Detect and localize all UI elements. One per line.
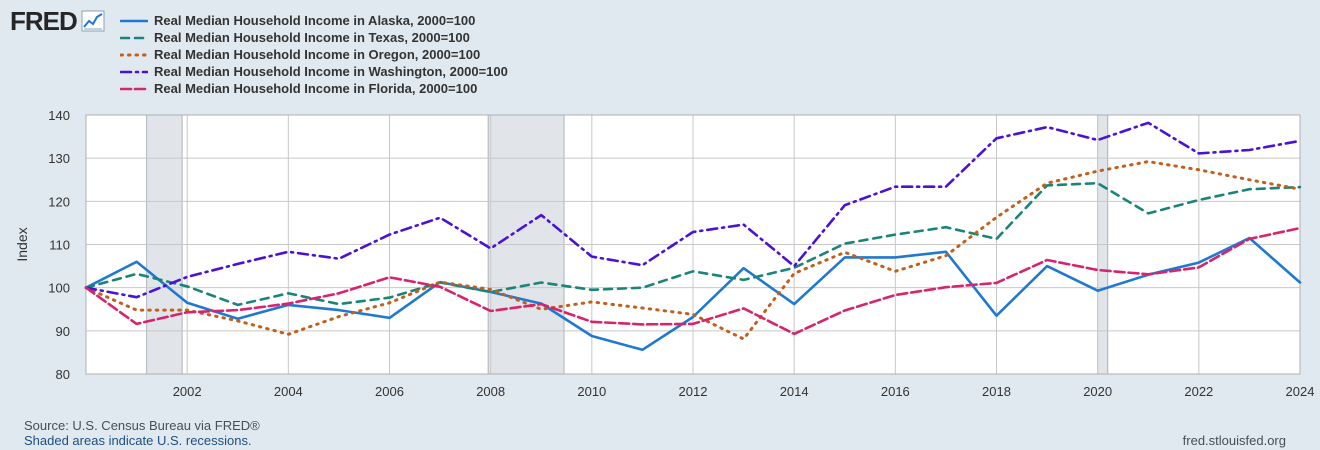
y-tick-label-100: 100: [48, 281, 70, 296]
y-tick-label-130: 130: [48, 151, 70, 166]
x-tick-label-2008: 2008: [476, 384, 505, 399]
x-tick-label-2020: 2020: [1083, 384, 1112, 399]
legend-label-0: Real Median Household Income in Alaska, …: [154, 13, 476, 28]
x-tick-label-2018: 2018: [982, 384, 1011, 399]
plot-border: [85, 114, 1301, 375]
recession-note[interactable]: Shaded areas indicate U.S. recessions.: [24, 433, 252, 448]
y-axis-title: Index: [14, 227, 30, 261]
legend-item-2: Real Median Household Income in Oregon, …: [120, 46, 508, 63]
fred-logo[interactable]: FRED: [10, 6, 105, 36]
y-tick-label-90: 90: [56, 324, 70, 339]
fred-logo-text: FRED: [10, 6, 78, 36]
source-note: Source: U.S. Census Bureau via FRED®: [24, 418, 260, 433]
x-tick-label-2010: 2010: [577, 384, 606, 399]
x-tick-label-2016: 2016: [881, 384, 910, 399]
legend-item-1: Real Median Household Income in Texas, 2…: [120, 29, 508, 46]
x-tick-label-2024: 2024: [1286, 384, 1315, 399]
y-tick-label-120: 120: [48, 194, 70, 209]
legend-swatch-1: [120, 36, 148, 39]
x-tick-label-2022: 2022: [1184, 384, 1213, 399]
line-chart-icon: [81, 10, 105, 32]
series-line-2: [84, 160, 1302, 341]
legend-label-1: Real Median Household Income in Texas, 2…: [154, 30, 470, 45]
chart-legend: Real Median Household Income in Alaska, …: [120, 12, 508, 97]
y-tick-label-140: 140: [48, 108, 70, 123]
x-tick-label-2012: 2012: [679, 384, 708, 399]
x-tick-label-2004: 2004: [274, 384, 303, 399]
legend-item-3: Real Median Household Income in Washingt…: [120, 63, 508, 80]
legend-swatch-0: [120, 19, 148, 22]
x-tick-label-2006: 2006: [375, 384, 404, 399]
y-tick-label-110: 110: [49, 238, 70, 253]
legend-label-3: Real Median Household Income in Washingt…: [154, 64, 508, 79]
legend-label-4: Real Median Household Income in Florida,…: [154, 81, 478, 96]
legend-swatch-2: [120, 53, 148, 56]
site-link[interactable]: fred.stlouisfed.org: [1182, 433, 1286, 448]
legend-item-4: Real Median Household Income in Florida,…: [120, 80, 508, 97]
legend-item-0: Real Median Household Income in Alaska, …: [120, 12, 508, 29]
y-tick-label-80: 80: [56, 367, 70, 382]
series-line-4: [84, 226, 1302, 336]
legend-swatch-4: [120, 87, 148, 90]
legend-label-2: Real Median Household Income in Oregon, …: [154, 47, 481, 62]
x-tick-label-2014: 2014: [780, 384, 809, 399]
series-line-1: [84, 181, 1302, 307]
chart-footer: Source: U.S. Census Bureau via FRED® Sha…: [24, 418, 260, 448]
series-line-3: [84, 121, 1302, 299]
legend-swatch-3: [120, 70, 148, 73]
x-tick-label-2002: 2002: [173, 384, 202, 399]
